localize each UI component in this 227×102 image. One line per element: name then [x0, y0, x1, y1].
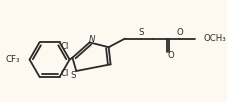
Text: O: O — [167, 51, 173, 60]
Text: CF₃: CF₃ — [5, 55, 20, 64]
Text: O: O — [176, 28, 183, 37]
Text: OCH₃: OCH₃ — [202, 34, 225, 43]
Text: S: S — [138, 28, 143, 37]
Text: S: S — [70, 71, 76, 80]
Text: Cl: Cl — [60, 69, 68, 78]
Text: N: N — [88, 35, 94, 44]
Text: Cl: Cl — [60, 42, 68, 51]
